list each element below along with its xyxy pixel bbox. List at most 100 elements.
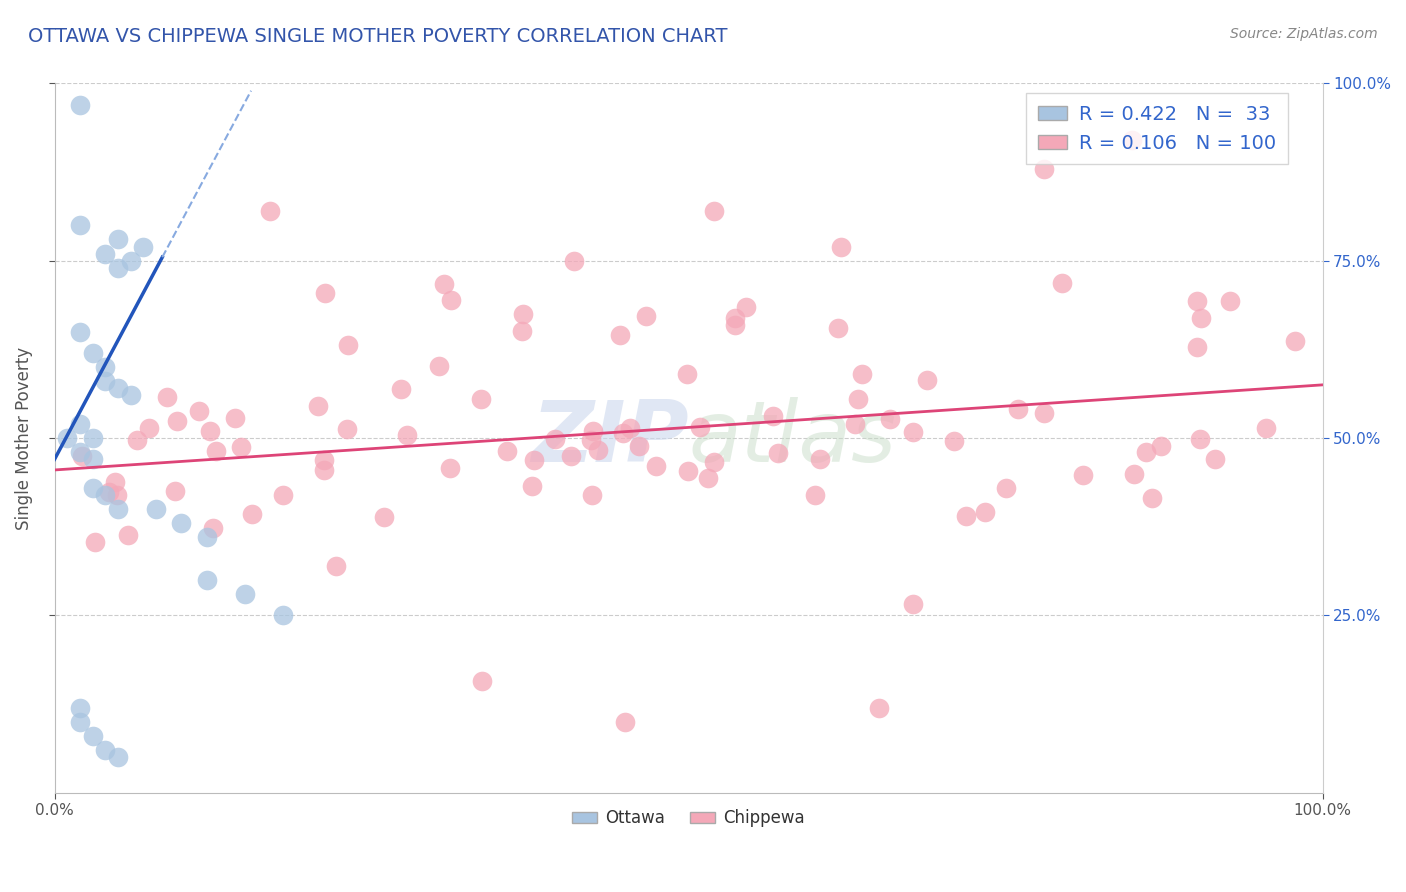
Point	[612, 425, 634, 440]
Point	[69, 325, 91, 339]
Point	[1219, 293, 1241, 308]
Point	[240, 507, 263, 521]
Point	[496, 444, 519, 458]
Point	[868, 700, 890, 714]
Text: ZIP: ZIP	[531, 397, 689, 480]
Point	[846, 392, 869, 406]
Point	[271, 608, 294, 623]
Point	[132, 239, 155, 253]
Point	[82, 346, 104, 360]
Point	[138, 421, 160, 435]
Point	[396, 428, 419, 442]
Point	[307, 399, 329, 413]
Point	[1188, 432, 1211, 446]
Point	[510, 324, 533, 338]
Point	[1189, 310, 1212, 325]
Point	[69, 97, 91, 112]
Point	[614, 714, 637, 729]
Point	[1007, 401, 1029, 416]
Point	[586, 442, 609, 457]
Point	[844, 417, 866, 432]
Point	[166, 414, 188, 428]
Point	[69, 445, 91, 459]
Point	[1032, 161, 1054, 176]
Point	[205, 444, 228, 458]
Point	[689, 420, 711, 434]
Point	[70, 449, 93, 463]
Point	[973, 505, 995, 519]
Point	[94, 374, 117, 388]
Point	[581, 424, 603, 438]
Point	[82, 452, 104, 467]
Point	[696, 471, 718, 485]
Point	[105, 488, 128, 502]
Point	[768, 446, 790, 460]
Point	[125, 433, 148, 447]
Point	[195, 530, 218, 544]
Point	[1150, 439, 1173, 453]
Point	[1032, 406, 1054, 420]
Point	[120, 253, 142, 268]
Point	[830, 239, 852, 253]
Point	[512, 307, 534, 321]
Point	[645, 459, 668, 474]
Point	[471, 674, 494, 689]
Point	[1204, 452, 1226, 467]
Point	[145, 502, 167, 516]
Point	[373, 510, 395, 524]
Point	[1135, 445, 1157, 459]
Point	[994, 481, 1017, 495]
Text: atlas: atlas	[689, 397, 897, 480]
Point	[156, 390, 179, 404]
Text: OTTAWA VS CHIPPEWA SINGLE MOTHER POVERTY CORRELATION CHART: OTTAWA VS CHIPPEWA SINGLE MOTHER POVERTY…	[28, 27, 728, 45]
Point	[427, 359, 450, 373]
Point	[676, 367, 699, 381]
Point	[879, 412, 901, 426]
Point	[56, 431, 79, 445]
Point	[851, 367, 873, 381]
Point	[312, 453, 335, 467]
Point	[903, 425, 925, 440]
Point	[82, 431, 104, 445]
Point	[1140, 491, 1163, 505]
Point	[82, 481, 104, 495]
Point	[433, 277, 456, 291]
Point	[1284, 334, 1306, 348]
Point	[1121, 133, 1143, 147]
Point	[523, 453, 546, 467]
Point	[107, 750, 129, 764]
Point	[82, 729, 104, 743]
Point	[69, 700, 91, 714]
Point	[83, 535, 105, 549]
Point	[337, 337, 360, 351]
Point	[107, 260, 129, 275]
Point	[470, 392, 492, 406]
Point	[942, 434, 965, 448]
Point	[107, 232, 129, 246]
Point	[69, 219, 91, 233]
Point	[808, 451, 831, 466]
Point	[803, 488, 825, 502]
Point	[107, 502, 129, 516]
Point	[120, 388, 142, 402]
Point	[104, 475, 127, 489]
Point	[198, 425, 221, 439]
Point	[69, 714, 91, 729]
Point	[544, 432, 567, 446]
Point	[762, 409, 785, 424]
Point	[165, 484, 187, 499]
Point	[723, 318, 745, 332]
Point	[259, 204, 281, 219]
Point	[439, 293, 461, 308]
Point	[170, 516, 193, 530]
Point	[273, 487, 295, 501]
Point	[107, 381, 129, 395]
Point	[915, 373, 938, 387]
Point	[98, 485, 121, 500]
Point	[336, 421, 359, 435]
Point	[94, 360, 117, 375]
Point	[231, 440, 253, 454]
Point	[955, 508, 977, 523]
Point	[1122, 467, 1144, 481]
Point	[187, 404, 209, 418]
